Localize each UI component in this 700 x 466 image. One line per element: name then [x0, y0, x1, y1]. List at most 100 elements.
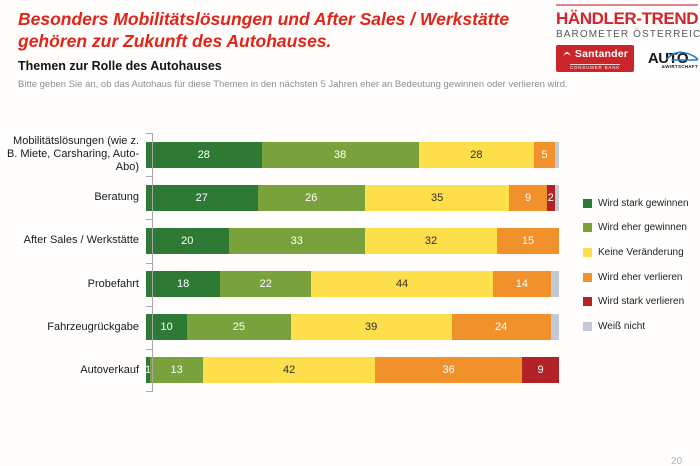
santander-flame-icon: [562, 46, 572, 62]
chart-row: After Sales / Werkstätte 20 33 32 15: [0, 219, 566, 262]
santander-sublabel: CONSUMER BANK: [569, 64, 621, 71]
bar-segment: 27: [146, 184, 258, 211]
auto-sublabel: &WIRTSCHAFT: [661, 64, 698, 69]
bar-value-label: 32: [424, 234, 438, 247]
axis-tick: [146, 219, 152, 220]
bar-value-label: 1: [144, 364, 152, 377]
page-title-line2: gehören zur Zukunft des Autohauses.: [18, 31, 332, 51]
bar-value-label: 10: [160, 321, 173, 334]
bar-segment: 35: [364, 184, 510, 211]
chart-rows: Mobilitätslösungen (wie z. B. Miete, Car…: [0, 133, 566, 392]
legend-item: Keine Veränderung: [583, 240, 689, 265]
legend-swatch: [583, 223, 592, 233]
bar-segment: 26: [257, 184, 365, 211]
chart-row: Beratung 27 26 35 9 2: [0, 176, 566, 219]
bar-value-label: 38: [333, 148, 347, 161]
bar-segment: 38: [261, 141, 419, 168]
legend-item: Wird stark verlieren: [583, 289, 689, 314]
legend: Wird stark gewinnen Wird eher gewinnen Kei…: [583, 191, 689, 339]
bar-value-label: 39: [364, 321, 378, 334]
brand-block: HÄNDLER-TREND BAROMETER ÖSTERREICH Santa…: [556, 4, 700, 72]
bar-value-label: 27: [195, 191, 208, 204]
bar-segment: 9: [522, 357, 559, 384]
bar-track: 1 13 42 36 9: [144, 357, 559, 384]
legend-label: Wird stark verlieren: [598, 296, 685, 308]
bar-value-label: 15: [521, 234, 535, 247]
car-swoosh-icon: [666, 50, 700, 68]
brand-logos: Santander CONSUMER BANK AUTO &WIRTSCHAFT: [556, 45, 700, 72]
bar-value-label: 28: [197, 148, 210, 161]
category-label: Fahrzeugrückgabe: [47, 320, 139, 333]
legend-item: Wird stark gewinnen: [583, 191, 689, 216]
bar-track: 18 22 44 14: [146, 271, 559, 298]
bar-value-label: 28: [470, 148, 483, 161]
brand-title: HÄNDLER-TREND: [556, 9, 699, 28]
bar-segment: [554, 141, 559, 168]
bar-segment: 18: [146, 271, 221, 298]
page-title: Besonders Mobilitätslösungen und After S…: [18, 8, 553, 52]
axis-tick: [146, 349, 152, 350]
category-label: Probefahrt: [87, 277, 139, 290]
legend-label: Wird eher gewinnen: [598, 222, 687, 234]
bar-value-label: 33: [290, 234, 303, 247]
axis-tick: [146, 133, 152, 134]
bar-segment: 25: [187, 314, 291, 341]
category-label: Beratung: [94, 191, 139, 204]
bar-value-label: 9: [524, 191, 532, 204]
bar-value-label: 35: [431, 191, 444, 204]
bar-segment: 28: [146, 141, 262, 168]
bar-segment: 14: [492, 271, 551, 298]
legend-label: Weiß nicht: [598, 320, 646, 332]
legend-label: Wird stark gewinnen: [598, 197, 689, 209]
legend-item: Weiß nicht: [583, 314, 689, 339]
bar-segment: 20: [146, 227, 229, 254]
bar-value-label: 9: [537, 364, 544, 377]
bar-segment: [554, 184, 559, 211]
auto-wirtschaft-logo: AUTO &WIRTSCHAFT: [638, 45, 700, 72]
legend-item: Wird eher gewinnen: [583, 216, 689, 241]
legend-swatch: [583, 198, 592, 208]
bar-segment: 44: [311, 271, 493, 298]
bar-value-label: 24: [495, 321, 508, 334]
bar-track: 28 38 28 5: [146, 141, 559, 168]
bar-segment: 24: [451, 314, 551, 341]
bar-segment: 2: [546, 184, 555, 211]
bar-value-label: 42: [283, 364, 296, 377]
bar-segment: 28: [418, 141, 535, 168]
bar-segment: 32: [364, 227, 498, 254]
bar-segment: 33: [228, 227, 365, 254]
axis-tick: [146, 391, 152, 392]
legend-swatch: [583, 247, 592, 257]
bar-value-label: 25: [232, 321, 246, 334]
bar-value-label: 2: [547, 191, 554, 204]
section-title: Themen zur Rolle des Autohauses: [18, 59, 222, 73]
bar-track: 10 25 39 24: [146, 314, 559, 341]
chart-row: Mobilitätslösungen (wie z. B. Miete, Car…: [0, 133, 566, 176]
bar-value-label: 14: [515, 278, 528, 291]
legend-swatch: [583, 272, 592, 282]
axis-tick: [146, 263, 152, 264]
bar-segment: 39: [290, 314, 452, 341]
page-title-line1: Besonders Mobilitätslösungen und After S…: [18, 9, 510, 29]
chart-row: Probefahrt 18 22 44 14: [0, 262, 566, 305]
chart-row: Fahrzeugrückgabe 10 25 39 24: [0, 306, 566, 349]
santander-label: Santander: [574, 48, 629, 60]
bar-value-label: 18: [177, 278, 190, 291]
category-label: Mobilitätslösungen (wie z. B. Miete, Car…: [6, 135, 139, 174]
bar-track: 20 33 32 15: [146, 227, 559, 254]
chart-row: Autoverkauf 1 13 42 36 9: [0, 349, 566, 392]
santander-logo: Santander CONSUMER BANK: [556, 45, 634, 72]
bar-value-label: 44: [395, 278, 409, 291]
bar-value-label: 20: [181, 234, 194, 247]
legend-swatch: [583, 321, 592, 331]
brand-topline: [556, 4, 698, 6]
bar-segment: 42: [203, 357, 375, 384]
axis-tick: [146, 176, 152, 177]
legend-label: Keine Veränderung: [598, 246, 684, 258]
bar-segment: 36: [375, 357, 523, 384]
legend-swatch: [583, 297, 592, 307]
bar-segment: 22: [220, 271, 312, 298]
bar-segment: 13: [150, 357, 204, 384]
bar-segment: 15: [497, 227, 559, 254]
